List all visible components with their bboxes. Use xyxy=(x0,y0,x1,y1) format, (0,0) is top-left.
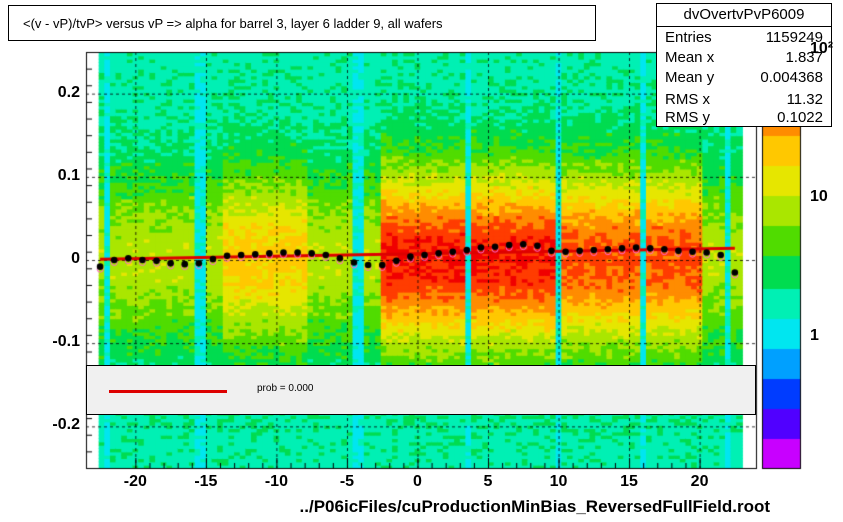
x-axis-title: ../P06icFiles/cuProductionMinBias_Revers… xyxy=(299,497,770,516)
stats-row-entries: Entries 1159249 xyxy=(665,27,823,49)
y-tick-label: 0.1 xyxy=(57,166,80,184)
x-tick-label: -20 xyxy=(123,473,147,490)
y-tick-label: -0.1 xyxy=(52,333,80,351)
legend-fit-label: prob = 0.000 xyxy=(257,383,314,394)
stats-value: 1.837 xyxy=(785,49,823,66)
colorbar-tick-label: 10² xyxy=(810,40,834,57)
chart-title-box: <(v - vP)/tvP> versus vP => alpha for ba… xyxy=(8,5,596,41)
x-tick-label: 20 xyxy=(690,473,709,490)
stats-value: 0.1022 xyxy=(777,109,823,126)
x-tick-label: -5 xyxy=(339,473,355,490)
x-tick-label: 0 xyxy=(413,473,422,490)
fit-legend: prob = 0.000 xyxy=(86,365,756,415)
stats-name: dvOvertvPvP6009 xyxy=(657,4,831,27)
stats-key: RMS x xyxy=(665,91,710,108)
x-tick-label: 15 xyxy=(620,473,638,490)
stats-value: 0.004368 xyxy=(760,69,823,86)
x-tick-label: -15 xyxy=(194,473,218,490)
stats-row-mean-y: Mean y 0.004368 xyxy=(665,67,823,89)
x-tick-label: 10 xyxy=(549,473,568,490)
stats-key: RMS y xyxy=(665,109,710,126)
colorbar-tick-label: 1 xyxy=(810,327,819,344)
stats-key: Mean y xyxy=(665,69,715,86)
stats-box: dvOvertvPvP6009 Entries 1159249 Mean x 1… xyxy=(656,3,832,127)
y-tick-label: 0 xyxy=(71,250,80,267)
legend-fit-line xyxy=(109,390,227,393)
stats-key: Mean x xyxy=(665,49,715,66)
stats-row-mean-x: Mean x 1.837 xyxy=(665,47,823,69)
stats-value: 11.32 xyxy=(786,91,823,108)
y-tick-label: -0.2 xyxy=(52,416,80,434)
colorbar-tick-label: 10 xyxy=(810,188,828,205)
stats-row-rms-y: RMS y 0.1022 xyxy=(665,107,823,129)
x-tick-label: 5 xyxy=(483,473,493,490)
stats-row-rms-x: RMS x 11.32 xyxy=(665,89,823,111)
chart-title: <(v - vP)/tvP> versus vP => alpha for ba… xyxy=(23,16,443,31)
x-tick-label: -10 xyxy=(264,473,288,490)
y-tick-label: 0.2 xyxy=(57,83,80,101)
stats-value: 1159249 xyxy=(765,29,823,46)
stats-key: Entries xyxy=(665,29,712,46)
